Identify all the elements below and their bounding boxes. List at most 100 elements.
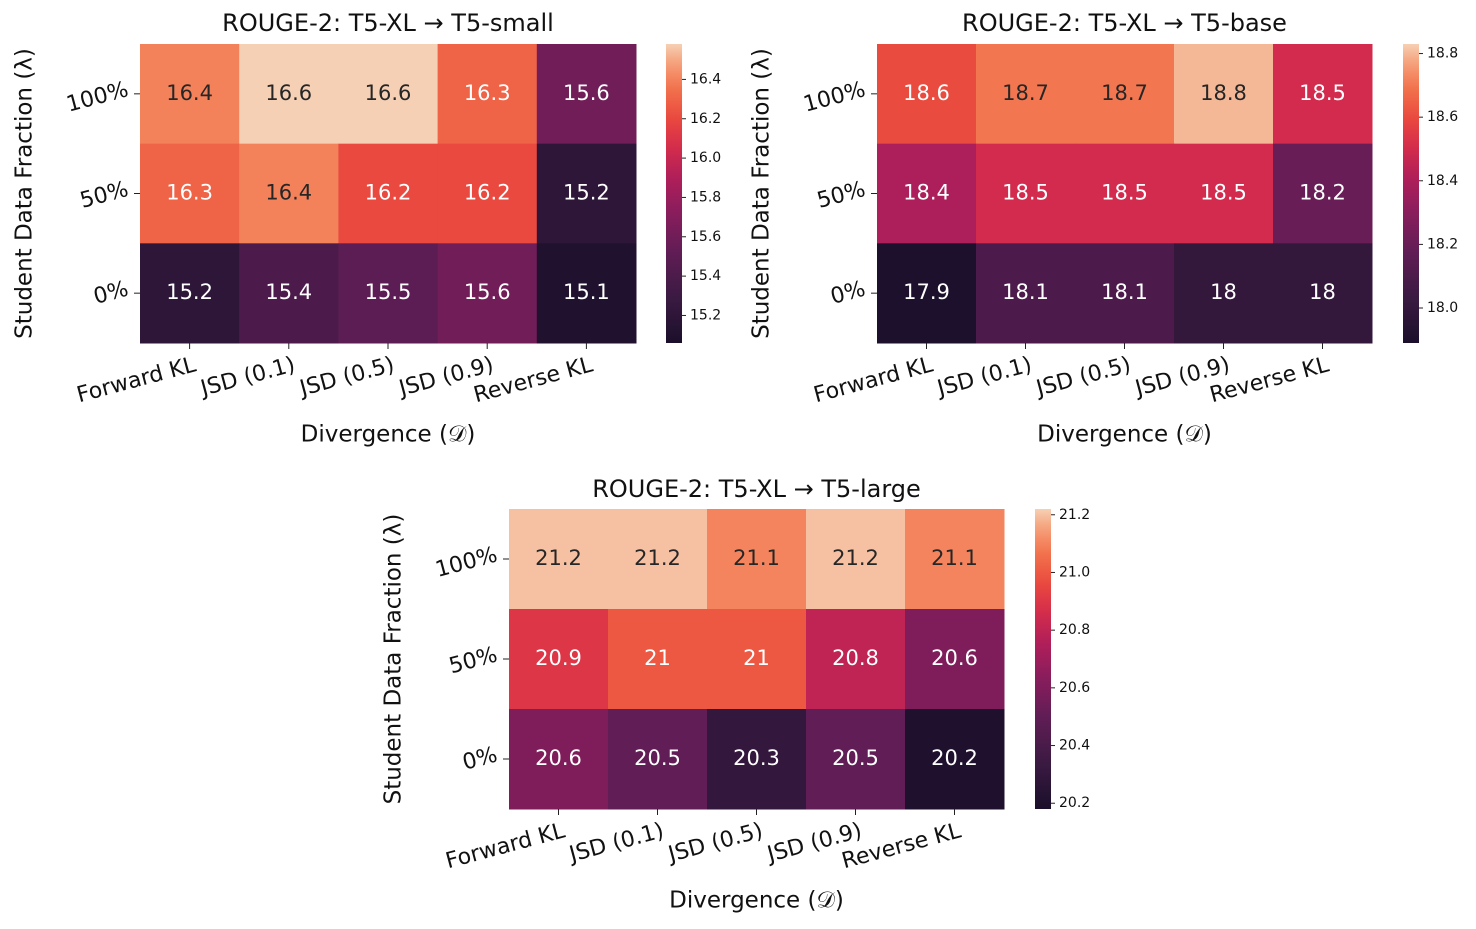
heatmap-cell [1273, 143, 1373, 244]
colorbar-tick-label: 21.0 [1059, 564, 1090, 580]
heatmap-cell [877, 243, 977, 344]
heatmap-cell [1174, 243, 1274, 344]
cell-label: 20.8 [832, 646, 879, 670]
cell-label: 15.6 [563, 81, 610, 105]
cell-label: 16.2 [464, 181, 511, 205]
cell-label: 15.4 [265, 280, 312, 304]
cell-label: 20.9 [535, 646, 582, 670]
cell-label: 21.2 [535, 546, 582, 570]
heatmap-cell [437, 243, 538, 344]
heatmap-cell [976, 44, 1076, 145]
cell-label: 18.8 [1200, 81, 1247, 105]
heatmap-cell [707, 609, 807, 710]
heatmap-cell [877, 44, 977, 145]
heatmap-cell [338, 243, 439, 344]
heatmap-cell [905, 509, 1005, 610]
cell-label: 21 [743, 646, 770, 670]
x-tick-label: Forward KL [74, 352, 199, 408]
colorbar [1035, 509, 1051, 809]
heatmap-cell [806, 609, 906, 710]
heatmap-cell [140, 44, 240, 145]
chart-title: ROUGE-2: T5-XL → T5-base [962, 9, 1287, 37]
cell-label: 18 [1309, 280, 1336, 304]
x-tick-label: JSD (0.5) [1032, 352, 1134, 402]
chart-title: ROUGE-2: T5-XL → T5-small [222, 9, 554, 37]
cell-label: 15.2 [166, 280, 213, 304]
y-tick-label: 0% [828, 277, 868, 310]
cell-label: 15.6 [464, 280, 511, 304]
colorbar [1403, 44, 1419, 343]
colorbar-tick-label: 18.2 [1427, 236, 1458, 252]
heatmap-cell [338, 44, 439, 145]
heatmap-cell [905, 609, 1005, 710]
heatmap-cell [536, 243, 637, 344]
x-tick-label: Forward KL [811, 352, 936, 408]
heatmap-cell [239, 243, 339, 344]
colorbar-tick-label: 20.8 [1059, 622, 1090, 638]
colorbar-tick-label: 18.8 [1427, 46, 1458, 62]
cell-label: 16.6 [265, 81, 312, 105]
heatmap-cell [338, 143, 439, 244]
heatmap-cell [806, 709, 906, 810]
cell-label: 18.1 [1002, 280, 1049, 304]
y-tick-label: 50% [814, 177, 868, 214]
x-tick-label: Forward KL [443, 818, 568, 874]
heatmap-cell [976, 243, 1076, 344]
colorbar-tick-label: 16.2 [690, 111, 721, 127]
heatmap-cell [437, 143, 538, 244]
heatmap-cell [976, 143, 1076, 244]
heatmap-cell [1174, 44, 1274, 145]
colorbar-tick-label: 20.6 [1059, 680, 1090, 696]
y-tick-label: 100% [433, 542, 500, 582]
heatmap-cell [608, 709, 708, 810]
x-axis-label: Divergence (𝒟) [669, 888, 844, 914]
heatmap-cell [536, 143, 637, 244]
cell-label: 17.9 [903, 280, 950, 304]
y-tick-label: 100% [801, 77, 868, 117]
y-tick-label: 50% [77, 177, 131, 214]
heatmap-cell [806, 509, 906, 610]
heatmap-cell [1174, 143, 1274, 244]
colorbar-tick-label: 16.4 [690, 71, 721, 87]
cell-label: 16.4 [166, 81, 213, 105]
cell-label: 18.5 [1299, 81, 1346, 105]
y-axis-label: Student Data Fraction (λ) [12, 48, 38, 339]
x-axis-label: Divergence (𝒟) [1037, 422, 1212, 448]
y-axis-label: Student Data Fraction (λ) [749, 48, 775, 339]
y-tick-label: 100% [64, 77, 131, 117]
cell-label: 18.4 [903, 181, 950, 205]
cell-label: 20.2 [931, 746, 978, 770]
chart-title: ROUGE-2: T5-XL → T5-large [592, 475, 921, 503]
cell-label: 16.3 [464, 81, 511, 105]
cell-label: 21.1 [733, 546, 780, 570]
heatmap-cell [509, 609, 609, 710]
heatmap-cell [509, 509, 609, 610]
heatmap-cell [509, 709, 609, 810]
cell-label: 18.6 [903, 81, 950, 105]
heatmap-cell [239, 143, 339, 244]
colorbar-tick-label: 15.4 [690, 268, 721, 284]
x-axis-label: Divergence (𝒟) [301, 422, 476, 448]
cell-label: 15.5 [365, 280, 412, 304]
colorbar-tick-label: 15.8 [690, 189, 721, 205]
cell-label: 21.1 [931, 546, 978, 570]
colorbar-tick-label: 18.0 [1427, 300, 1458, 316]
heatmap-cell [707, 709, 807, 810]
cell-label: 20.5 [832, 746, 879, 770]
colorbar-tick-label: 21.2 [1059, 507, 1090, 523]
cell-label: 20.3 [733, 746, 780, 770]
colorbar-tick-label: 20.2 [1059, 795, 1090, 811]
cell-label: 21.2 [634, 546, 681, 570]
cell-label: 18.5 [1200, 181, 1247, 205]
x-tick-label: JSD (0.1) [933, 352, 1035, 402]
heatmap-cell [1075, 243, 1175, 344]
y-tick-label: 0% [460, 742, 500, 775]
cell-label: 20.6 [931, 646, 978, 670]
cell-label: 16.4 [265, 181, 312, 205]
cell-label: 18.7 [1002, 81, 1049, 105]
cell-label: 20.5 [634, 746, 681, 770]
x-tick-label: JSD (0.1) [565, 818, 667, 868]
heatmap-cell [239, 44, 339, 145]
heatmap-cell [877, 143, 977, 244]
